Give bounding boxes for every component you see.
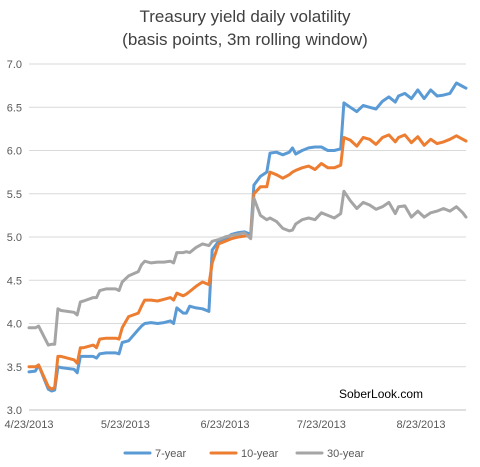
y-tick-label: 6.0: [7, 146, 22, 158]
y-tick-label: 6.5: [7, 102, 22, 114]
series-lines: [27, 81, 468, 393]
y-tick-label: 3.0: [7, 405, 22, 417]
x-tick-label: 8/23/2013: [397, 419, 446, 431]
x-tick-label: 5/23/2013: [101, 419, 150, 431]
watermark-annotation: SoberLook.com: [339, 387, 423, 401]
chart-title-line-1: Treasury yield daily volatility: [140, 7, 351, 26]
x-tick-label: 4/23/2013: [5, 419, 54, 431]
x-tick-label: 7/23/2013: [297, 419, 346, 431]
legend-label: 7-year: [155, 448, 187, 460]
y-tick-label: 7.0: [7, 59, 22, 71]
y-tick-label: 5.0: [7, 232, 22, 244]
series-line-30-year: [27, 189, 468, 347]
chart-title: Treasury yield daily volatility (basis p…: [122, 7, 368, 49]
y-tick-label: 3.5: [7, 362, 22, 374]
legend: 7-year 10-year 30-year: [123, 448, 365, 460]
legend-label: 30-year: [327, 448, 365, 460]
y-tick-label: 5.5: [7, 189, 22, 201]
series-line-7-year: [27, 81, 468, 393]
chart-title-line-2: (basis points, 3m rolling window): [122, 30, 368, 49]
series-line-10-year: [27, 133, 468, 391]
y-tick-label: 4.0: [7, 319, 22, 331]
x-tick-label: 6/23/2013: [201, 419, 250, 431]
axes: 3.0 3.5 4.0 4.5 5.0 5.5 6.0 6.5 7.0 4/23/2013 5/23…: [5, 59, 466, 431]
legend-label: 10-year: [241, 448, 279, 460]
y-tick-label: 4.5: [7, 275, 22, 287]
